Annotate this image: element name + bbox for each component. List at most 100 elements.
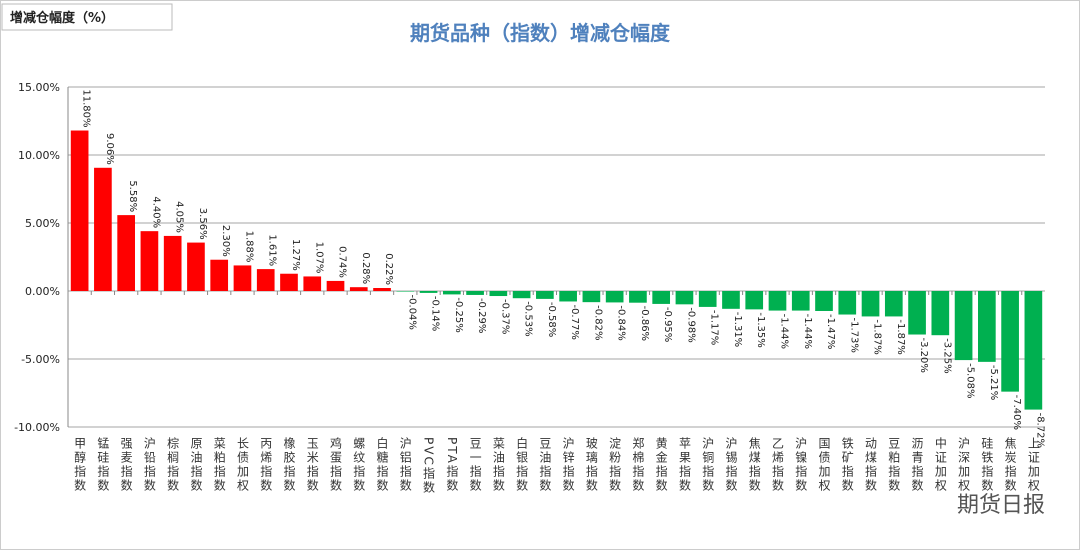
x-tick-label: 乙烯指数 — [770, 437, 784, 493]
value-label: 1.61% — [267, 234, 278, 266]
value-label: -0.29% — [476, 298, 487, 333]
x-tick-label: 苹果指数 — [677, 437, 691, 493]
x-tick-label: 鸡蛋指数 — [329, 436, 343, 493]
value-label: -0.77% — [569, 304, 580, 339]
bar — [326, 280, 345, 291]
y-tick-label: 15.00% — [18, 81, 60, 94]
value-label: -0.95% — [662, 307, 673, 342]
x-tick-label: 丙烯指数 — [259, 437, 273, 493]
x-tick-label: 中证加权 — [933, 436, 947, 493]
x-tick-label: 国债加权 — [817, 437, 831, 493]
value-label: -1.87% — [895, 319, 906, 354]
x-tick-label: 黄金指数 — [654, 437, 668, 493]
x-tick-label: 沥青指数 — [910, 437, 924, 493]
bar — [349, 287, 368, 291]
x-tick-label: 焦煤指数 — [747, 437, 761, 493]
value-label: 11.80% — [81, 89, 92, 127]
x-tick-label: 白糖指数 — [375, 436, 389, 493]
bar — [838, 291, 857, 315]
x-tick-label: 豆一指数 — [468, 437, 482, 493]
y-tick-label: 0.00% — [25, 285, 60, 298]
bar — [652, 291, 671, 304]
value-label: -0.82% — [592, 305, 603, 340]
x-tick-label: 玻璃指数 — [584, 437, 598, 493]
value-label: 0.22% — [383, 253, 394, 285]
x-tick-label: 橡胶指数 — [282, 437, 296, 493]
bar — [978, 291, 996, 362]
bar — [722, 291, 740, 309]
bar — [698, 291, 717, 307]
bar — [70, 130, 89, 291]
bar — [117, 215, 135, 291]
x-tick-label: 郑棉指数 — [631, 436, 645, 493]
value-label: -0.53% — [523, 301, 534, 336]
value-label: -0.25% — [453, 297, 464, 332]
x-tick-label: 菜粕指数 — [212, 437, 226, 493]
corner-label: 增减仓幅度（%） — [10, 10, 114, 26]
x-tick-label: 沪铅指数 — [142, 437, 156, 493]
x-tick-label: 焦炭指数 — [1003, 437, 1017, 493]
value-label: 2.30% — [220, 225, 231, 257]
bar — [419, 291, 438, 293]
value-label: 9.06% — [104, 133, 115, 165]
x-tick-label: 强麦指数 — [119, 437, 133, 493]
value-label: -1.44% — [778, 314, 789, 349]
value-label: -0.04% — [406, 295, 417, 330]
x-tick-label: PTA指数 — [445, 437, 459, 493]
value-label: -3.25% — [941, 338, 952, 373]
corner-box — [1, 3, 173, 31]
value-label: 1.27% — [290, 239, 301, 271]
bar — [745, 291, 764, 310]
bar — [256, 269, 275, 291]
bar — [582, 291, 601, 303]
value-label: -0.58% — [546, 302, 557, 337]
value-label: -1.17% — [709, 310, 720, 345]
x-tick-label: 原油指数 — [189, 437, 203, 493]
value-label: -0.86% — [639, 306, 650, 341]
value-label: 1.07% — [313, 242, 324, 274]
x-tick-label: 淀粉指数 — [608, 437, 622, 493]
value-label: -0.14% — [430, 296, 441, 331]
x-tick-label: 甲醇指数 — [73, 437, 87, 493]
bar — [908, 291, 926, 335]
x-tick-label: 锰硅指数 — [96, 436, 110, 493]
value-label: -0.84% — [616, 305, 627, 340]
bar — [815, 291, 833, 311]
bar — [768, 291, 787, 311]
bar — [163, 235, 182, 291]
bar — [605, 291, 624, 303]
value-label: -1.73% — [848, 318, 859, 353]
value-label: -1.31% — [732, 312, 743, 347]
bar — [1024, 291, 1043, 410]
x-tick-label: 白银指数 — [515, 436, 529, 493]
bar — [396, 291, 415, 292]
x-tick-label: PVC指数 — [422, 437, 436, 495]
value-label: 4.05% — [174, 201, 185, 233]
bar — [884, 291, 903, 317]
value-label: -8.72% — [1034, 413, 1045, 448]
value-label: 1.88% — [243, 231, 254, 263]
bar — [373, 288, 391, 291]
y-tick-label: 5.00% — [25, 217, 60, 230]
bar — [675, 291, 694, 305]
value-label: -3.20% — [918, 338, 929, 373]
bar — [303, 276, 322, 291]
bar — [536, 291, 554, 299]
bar — [559, 291, 577, 302]
bar — [1001, 291, 1019, 392]
y-tick-label: -10.00% — [14, 421, 60, 434]
x-tick-label: 沪铝指数 — [398, 437, 412, 493]
x-tick-label: 长债加权 — [235, 437, 249, 493]
bar — [280, 273, 298, 291]
bar — [791, 291, 810, 311]
x-tick-label: 沪深加权 — [957, 437, 971, 493]
bar — [233, 265, 252, 291]
x-tick-label: 沪镍指数 — [794, 437, 808, 493]
value-label: -1.87% — [872, 319, 883, 354]
x-tick-label: 铁矿指数 — [840, 437, 854, 493]
bar — [466, 291, 484, 295]
value-label: -1.35% — [755, 312, 766, 347]
bar — [931, 291, 950, 336]
x-tick-label: 菜油指数 — [491, 437, 505, 493]
